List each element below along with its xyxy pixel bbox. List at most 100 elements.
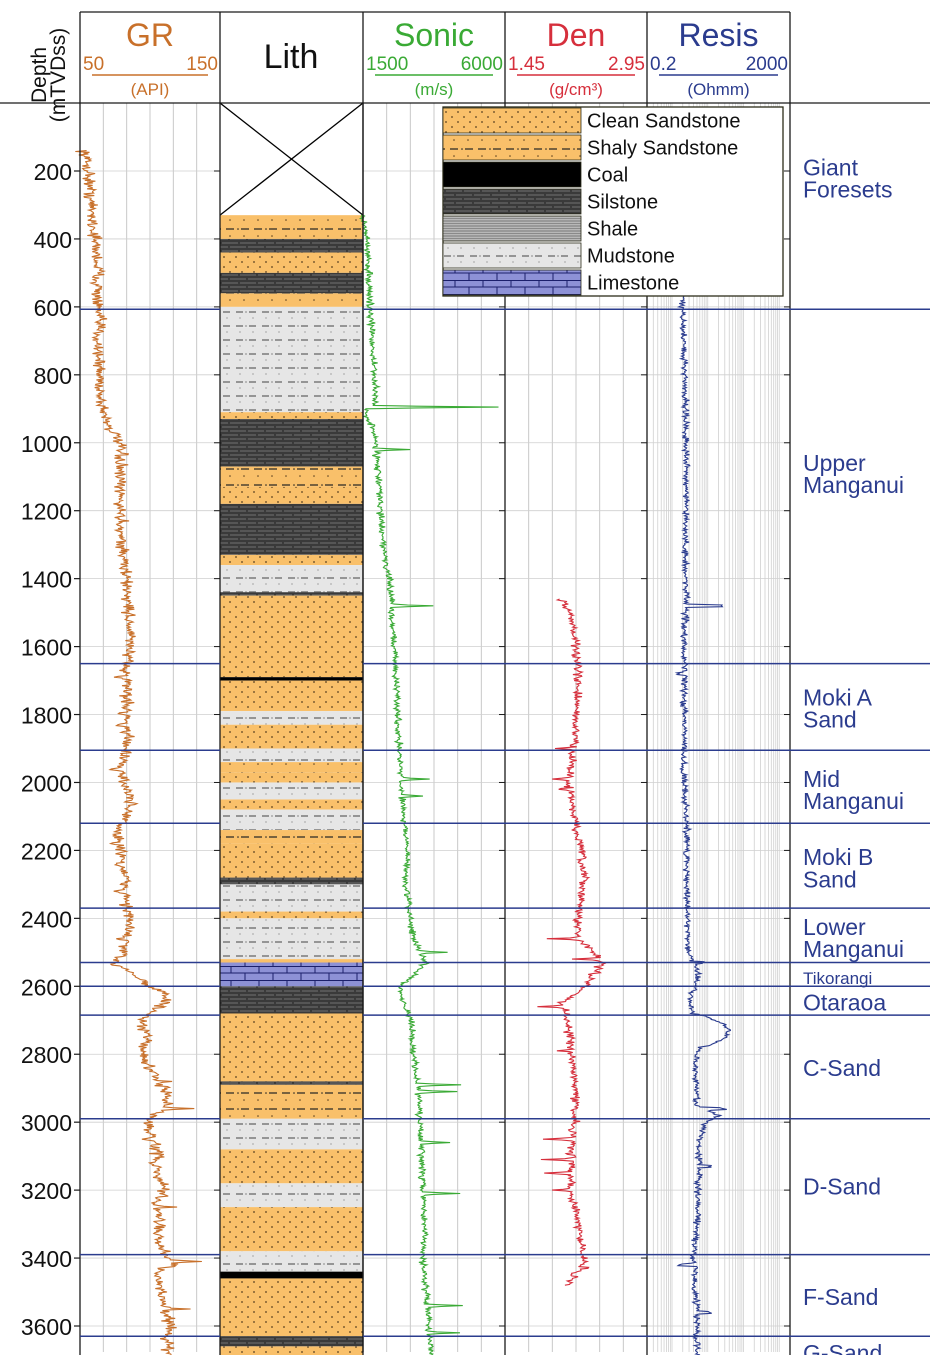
sonic-track-title: Sonic bbox=[394, 17, 474, 53]
lith-interval-silstone bbox=[220, 1081, 363, 1085]
resis-scale-max: 2000 bbox=[746, 54, 788, 75]
lith-interval-mudstone bbox=[220, 565, 363, 593]
sonic-curve bbox=[358, 214, 499, 1360]
log-curves bbox=[75, 150, 732, 1360]
lith-interval-mudstone bbox=[220, 327, 363, 413]
den-curve bbox=[537, 598, 607, 1286]
legend-swatch-clean-sandstone bbox=[442, 107, 582, 134]
depth-axis-title-line2: (mTVDss) bbox=[47, 28, 70, 122]
lith-interval-mudstone bbox=[220, 884, 363, 912]
formation-label: Upper bbox=[803, 450, 866, 476]
lith-interval-clean-sandstone bbox=[220, 554, 363, 566]
depth-tick-label: 400 bbox=[34, 227, 72, 253]
lith-interval-silstone bbox=[220, 1336, 363, 1347]
lith-interval-clean-sandstone bbox=[220, 595, 363, 678]
lith-interval-clean-sandstone bbox=[220, 1346, 363, 1360]
lith-interval-clean-sandstone bbox=[220, 799, 363, 810]
lith-interval-clean-sandstone bbox=[220, 1207, 363, 1252]
formation-label: F-Sand bbox=[803, 1284, 878, 1310]
formation-label: Manganui bbox=[803, 936, 904, 962]
lith-interval-clean-sandstone bbox=[220, 843, 363, 878]
lith-interval-shaly-sandstone bbox=[220, 466, 363, 487]
legend-swatch-coal bbox=[442, 161, 582, 188]
formation-label: Moki A bbox=[803, 685, 873, 711]
legend-swatch-shale bbox=[442, 215, 582, 242]
depth-tick-label: 3400 bbox=[21, 1246, 72, 1272]
legend-label: Limestone bbox=[587, 273, 679, 295]
formation-label: Moki B bbox=[803, 844, 873, 870]
lith-interval-shaly-sandstone bbox=[220, 293, 363, 307]
depth-tick-label: 3200 bbox=[21, 1178, 72, 1204]
lith-interval-mudstone bbox=[220, 748, 363, 763]
labels-layer: 200 400 600 800 1000 1200 1400 1600 1800 2000 2200… bbox=[21, 17, 904, 1360]
formation-label: Sand bbox=[803, 707, 857, 733]
formation-boundaries bbox=[80, 308, 930, 1337]
formation-label: Giant bbox=[803, 155, 859, 181]
depth-tick-label: 1000 bbox=[21, 431, 72, 457]
formation-label: Manganui bbox=[803, 788, 904, 814]
depth-axis-title: Depth(mTVDss) bbox=[28, 28, 70, 122]
depth-tick-label: 1800 bbox=[21, 703, 72, 729]
gr-curve bbox=[75, 150, 202, 1360]
lith-interval-shaly-sandstone bbox=[220, 830, 363, 844]
depth-tick-label: 1600 bbox=[21, 635, 72, 661]
depth-tick-label: 800 bbox=[34, 363, 72, 389]
lith-interval-mudstone bbox=[220, 918, 363, 960]
den-track-title: Den bbox=[547, 17, 606, 53]
lith-interval-mudstone bbox=[220, 1118, 363, 1150]
resis-unit: (Ohmm) bbox=[687, 80, 749, 99]
lith-interval-mudstone bbox=[220, 1183, 363, 1208]
lith-interval-silstone bbox=[220, 592, 363, 596]
lith-interval-silstone bbox=[220, 503, 363, 555]
sonic-scale-min: 1500 bbox=[366, 54, 408, 75]
track-frames bbox=[0, 11, 930, 1355]
lith-interval-silstone bbox=[220, 877, 363, 885]
depth-tick-label: 3600 bbox=[21, 1314, 72, 1340]
lith-interval-coal bbox=[220, 677, 363, 681]
legend-swatch-shaly-sandstone bbox=[442, 134, 582, 161]
depth-tick-label: 2200 bbox=[21, 838, 72, 864]
legend-label: Shale bbox=[587, 219, 638, 241]
legend-swatch-mudstone bbox=[442, 242, 582, 269]
formation-label: Mid bbox=[803, 766, 840, 792]
formation-label: C-Sand bbox=[803, 1055, 881, 1081]
lith-interval-clean-sandstone bbox=[220, 412, 363, 419]
lith-interval-mudstone bbox=[220, 306, 363, 328]
formation-label: Foresets bbox=[803, 177, 892, 203]
depth-tick-label: 600 bbox=[34, 295, 72, 321]
formation-label: Otaraoa bbox=[803, 990, 886, 1016]
den-unit: (g/cm³) bbox=[549, 80, 603, 99]
lith-interval-silstone bbox=[220, 986, 363, 1014]
lith-interval-clean-sandstone bbox=[220, 1278, 363, 1337]
formation-label: D-Sand bbox=[803, 1174, 881, 1200]
legend-label: Silstone bbox=[587, 192, 658, 214]
legend-swatch-limestone bbox=[442, 269, 582, 296]
legend-swatch-silstone bbox=[442, 188, 582, 215]
lith-interval-clean-sandstone bbox=[220, 252, 363, 273]
lith-interval-clean-sandstone bbox=[220, 724, 363, 749]
legend-label: Mudstone bbox=[587, 246, 675, 268]
lith-interval-clean-sandstone bbox=[220, 680, 363, 712]
lith-interval-mudstone bbox=[220, 1251, 363, 1272]
lith-track-title: Lith bbox=[264, 38, 319, 76]
lith-interval-silstone bbox=[220, 272, 363, 294]
formation-label: Tikorangi bbox=[803, 969, 872, 988]
gr-track-title: GR bbox=[126, 17, 174, 53]
lith-interval-mudstone bbox=[220, 782, 363, 800]
depth-tick-label: 1400 bbox=[21, 567, 72, 593]
gr-unit: (API) bbox=[131, 80, 170, 99]
lith-interval-silstone bbox=[220, 418, 363, 467]
legend-label: Clean Sandstone bbox=[587, 111, 740, 133]
formation-label: Lower bbox=[803, 914, 866, 940]
legend-label: Coal bbox=[587, 165, 628, 187]
gr-scale-max: 150 bbox=[186, 54, 218, 75]
sonic-unit: (m/s) bbox=[415, 80, 454, 99]
depth-tick-label: 2000 bbox=[21, 770, 72, 796]
lith-interval-clean-sandstone bbox=[220, 1149, 363, 1184]
depth-tick-label: 200 bbox=[34, 159, 72, 185]
legend-label: Shaly Sandstone bbox=[587, 138, 738, 160]
depth-tick-label: 2400 bbox=[21, 906, 72, 932]
lith-interval-silstone bbox=[220, 238, 363, 253]
